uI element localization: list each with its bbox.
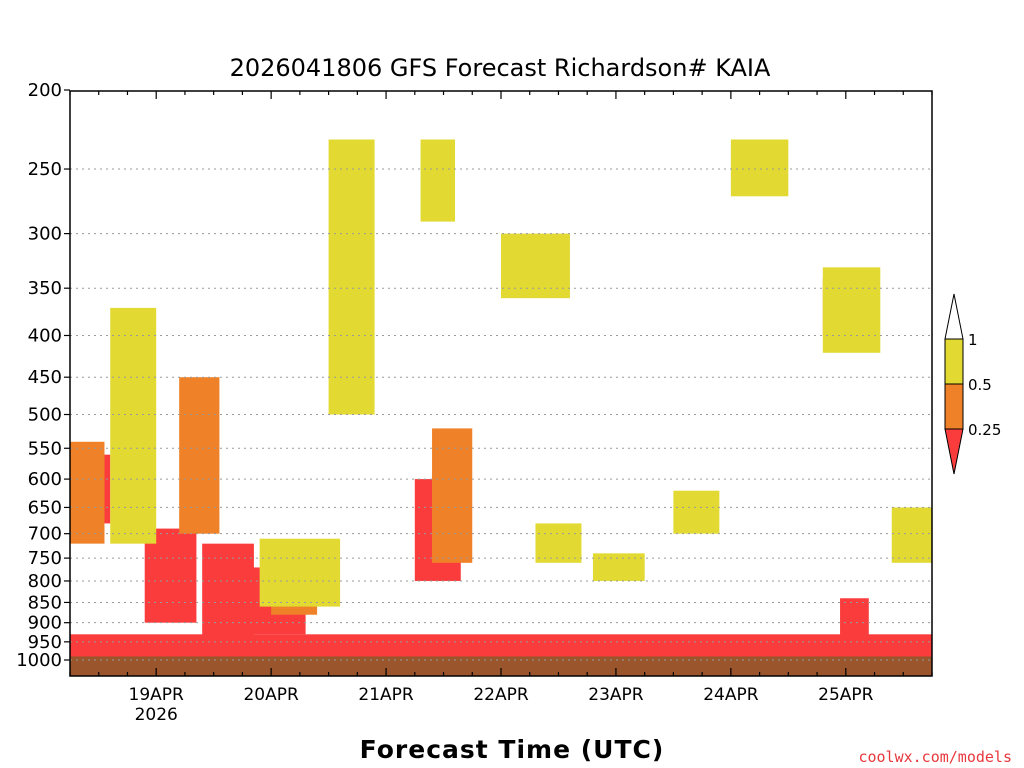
heatmap-cell-12 — [110, 307, 157, 544]
y-tick-label-750: 750 — [28, 548, 62, 569]
heatmap-cells — [70, 139, 932, 676]
y-tick-label-850: 850 — [28, 592, 62, 613]
y-tick-label-600: 600 — [28, 469, 62, 490]
y-tick-label-400: 400 — [28, 325, 62, 346]
x-tick-sublabel: 2026 — [135, 705, 178, 725]
x-tick-label-19APR: 19APR — [129, 685, 185, 705]
x-tick-label-22APR: 22APR — [473, 685, 529, 705]
heatmap-cell-8 — [179, 377, 220, 534]
heatmap-cell-2 — [144, 528, 197, 623]
chart-title: 2026041806 GFS Forecast Richardson# KAIA — [230, 54, 771, 82]
x-tick-label-25APR: 25APR — [818, 685, 874, 705]
plot-area — [69, 90, 933, 677]
heatmap-cell-22 — [891, 507, 932, 563]
credit-text[interactable]: coolwx.com/models — [858, 748, 1012, 766]
heatmap-cell-13 — [259, 538, 341, 607]
x-axis-label: Forecast Time (UTC) — [360, 735, 665, 764]
y-tick-label-950: 950 — [28, 632, 62, 653]
heatmap-cell-0 — [70, 634, 932, 657]
y-tick-label-1000: 1000 — [16, 650, 62, 671]
y-tick-label-550: 550 — [28, 438, 62, 459]
colorbar-legend: 1 0.5 0.25 — [944, 293, 1001, 475]
y-tick-label-250: 250 — [28, 159, 62, 180]
x-tick-label-20APR: 20APR — [243, 685, 299, 705]
x-tick-label-24APR: 24APR — [703, 685, 759, 705]
colorbar-bin-0.5-1 — [944, 338, 964, 385]
heatmap-cell-10 — [432, 428, 473, 563]
y-axis: 200 250 300 350 400 450 500 550 600 650 700 7508008… — [16, 80, 70, 671]
y-tick-label-200: 200 — [28, 80, 62, 101]
colorbar-top-arrow — [944, 293, 964, 340]
heatmap-cell-16 — [501, 233, 570, 299]
y-tick-label-350: 350 — [28, 278, 62, 299]
heatmap-cell-14 — [328, 139, 375, 415]
colorbar-label-0.5: 0.5 — [968, 376, 992, 394]
y-tick-label-900: 900 — [28, 613, 62, 634]
colorbar-bottom-arrow — [944, 428, 964, 475]
heatmap-cell-19 — [673, 490, 720, 534]
heatmap-cell-15 — [420, 139, 456, 222]
x-tick-label-21APR: 21APR — [358, 685, 414, 705]
y-tick-label-800: 800 — [28, 571, 62, 592]
y-tick-label-450: 450 — [28, 367, 62, 388]
heatmap-cell-7 — [70, 441, 105, 544]
heatmap-cell-6 — [840, 598, 869, 646]
heatmap-cell-18 — [592, 553, 645, 581]
colorbar-label-0.25: 0.25 — [968, 421, 1001, 439]
heatmap-cell-17 — [535, 523, 582, 563]
x-tick-label-23APR: 23APR — [588, 685, 644, 705]
y-tick-label-700: 700 — [28, 524, 62, 545]
y-tick-label-500: 500 — [28, 405, 62, 426]
y-tick-label-300: 300 — [28, 224, 62, 245]
heatmap-cell-21 — [822, 267, 881, 353]
heatmap-cell-20 — [730, 139, 789, 197]
colorbar-bin-0.25-0.5 — [944, 383, 964, 430]
colorbar-label-1: 1 — [968, 331, 978, 349]
y-tick-label-650: 650 — [28, 497, 62, 518]
